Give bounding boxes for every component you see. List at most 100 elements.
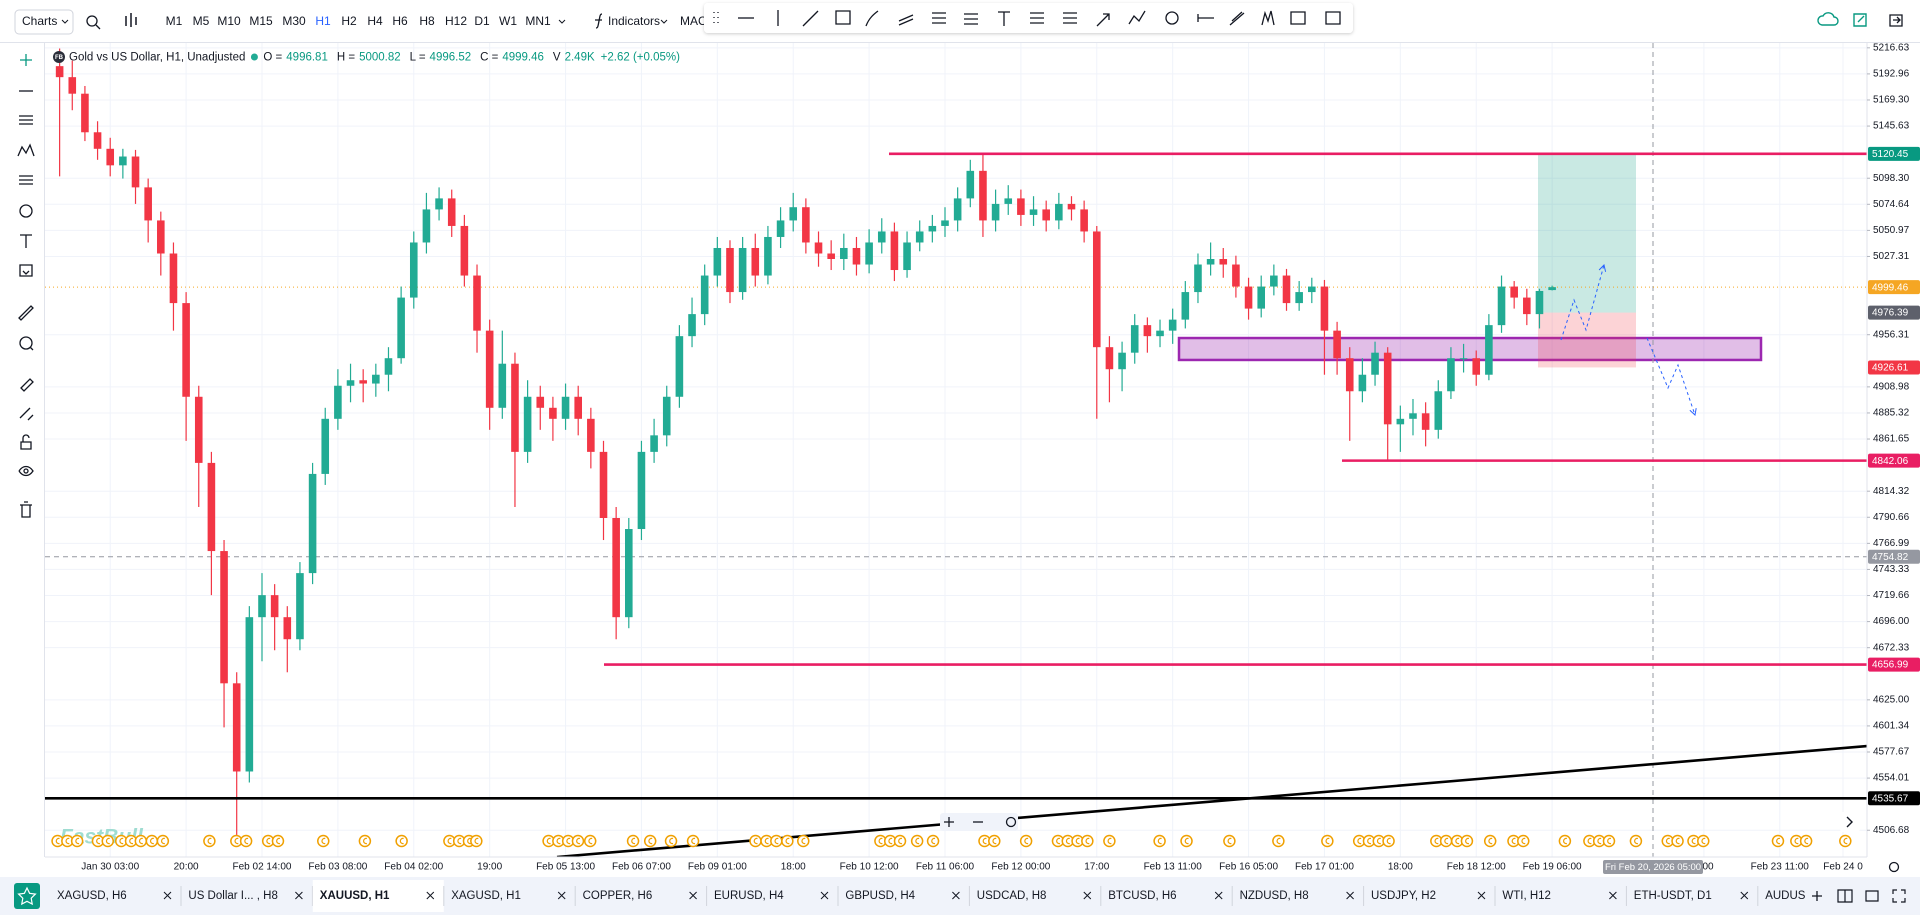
event-icon[interactable] (1799, 834, 1813, 848)
event-icon[interactable] (1839, 834, 1852, 848)
left-tool[interactable] (20, 434, 32, 450)
event-icon[interactable] (317, 834, 330, 848)
tab-close[interactable] (1740, 891, 1749, 900)
left-tool[interactable] (19, 115, 33, 125)
tab-label[interactable]: EURUSD, H4 (714, 890, 784, 902)
fullscreen-icon[interactable] (1892, 889, 1906, 903)
add-tab[interactable] (1812, 891, 1822, 901)
event-icon[interactable] (145, 834, 159, 848)
tab-close[interactable] (426, 891, 435, 900)
event-icon[interactable] (749, 834, 762, 848)
event-icon[interactable] (1671, 834, 1684, 848)
tab-label[interactable]: USDCAD, H8 (977, 890, 1047, 902)
toolbar-item-cut[interactable]: MAC (680, 14, 707, 28)
drawing-tool[interactable] (865, 10, 879, 27)
event-icon[interactable] (1103, 834, 1116, 848)
left-tool[interactable] (19, 264, 33, 277)
tab-label[interactable]: COPPER, H6 (583, 890, 653, 902)
event-icon[interactable] (910, 834, 924, 848)
event-icon[interactable] (686, 834, 700, 848)
left-tool[interactable] (19, 175, 33, 185)
timeframe-button[interactable]: M5 (193, 14, 210, 28)
tab-label[interactable]: XAUUSD, H1 (320, 890, 390, 902)
left-tool[interactable] (19, 336, 34, 351)
event-icon[interactable] (239, 834, 253, 848)
tab-close[interactable] (1083, 891, 1092, 900)
favorites-button[interactable] (14, 883, 40, 909)
event-icon[interactable] (271, 834, 285, 848)
tab-label[interactable]: ETH-USDT, D1 (1634, 890, 1712, 902)
timeframe-button[interactable]: M1 (166, 14, 183, 28)
drawing-tool[interactable] (1128, 10, 1146, 25)
drawing-tool[interactable] (1165, 11, 1179, 25)
event-icon[interactable] (395, 834, 408, 848)
timeframe-button[interactable]: H12 (445, 14, 467, 28)
snapshot-icon[interactable] (1853, 13, 1867, 27)
event-icon[interactable] (1629, 834, 1643, 848)
chart-menu-button[interactable] (14, 9, 74, 35)
exit-icon[interactable] (1889, 14, 1903, 27)
drawing-tool[interactable] (898, 14, 914, 26)
event-icon[interactable] (643, 834, 657, 848)
event-icon[interactable] (1019, 834, 1033, 848)
timeframe-button[interactable]: M10 (217, 14, 241, 28)
tab-close[interactable] (689, 891, 697, 900)
tab-close[interactable] (952, 891, 960, 900)
tab-label[interactable]: BTCUSD, H6 (1108, 890, 1176, 902)
tab-close[interactable] (295, 891, 303, 900)
event-icon[interactable] (571, 834, 585, 848)
drawing-tool[interactable] (1229, 11, 1245, 26)
event-icon[interactable] (358, 834, 372, 848)
left-tool[interactable] (20, 234, 32, 248)
layout-icon[interactable] (1837, 889, 1853, 903)
event-icon[interactable] (1460, 834, 1474, 848)
event-icon[interactable] (626, 834, 640, 848)
left-tool[interactable] (19, 407, 34, 421)
cloud-icon[interactable] (1817, 12, 1839, 26)
drawing-tool[interactable] (932, 12, 946, 24)
drawing-tool[interactable] (964, 13, 978, 25)
timeframe-button[interactable]: MN1 (525, 14, 551, 28)
timeframe-button[interactable]: M30 (282, 14, 306, 28)
event-icon[interactable] (70, 834, 84, 848)
event-icon[interactable] (203, 834, 216, 848)
window-icon[interactable] (1865, 890, 1879, 902)
drawing-tool[interactable] (835, 10, 851, 25)
drawing-tool[interactable] (998, 11, 1010, 26)
drawing-tool[interactable] (1261, 10, 1275, 26)
event-icon[interactable] (134, 834, 148, 848)
left-tool[interactable] (19, 204, 33, 218)
tab-close[interactable] (1214, 891, 1223, 900)
tab-close[interactable] (1477, 891, 1486, 900)
event-icon[interactable] (583, 834, 597, 848)
event-icon[interactable] (1697, 834, 1710, 848)
event-icon[interactable] (470, 834, 483, 848)
event-icon[interactable] (1321, 834, 1334, 848)
drawing-tool[interactable] (1325, 11, 1341, 25)
event-icon[interactable] (770, 834, 783, 848)
search-icon[interactable] (86, 15, 98, 27)
zoom-in[interactable] (944, 817, 954, 827)
timeframe-button[interactable]: H6 (392, 14, 408, 28)
event-icon[interactable] (797, 834, 810, 848)
left-tool[interactable] (20, 54, 32, 66)
timeframe-button[interactable]: H1 (315, 14, 331, 28)
left-tool[interactable] (17, 143, 35, 157)
tab-label[interactable]: XAGUSD, H1 (451, 890, 521, 902)
tab-close[interactable] (1346, 891, 1354, 900)
zoom-reset[interactable] (1005, 816, 1017, 828)
compare-icon[interactable] (125, 13, 137, 27)
tab-label[interactable]: GBPUSD, H4 (845, 890, 915, 902)
tab-label[interactable]: WTI, H12 (1502, 890, 1551, 902)
timeframe-button[interactable]: H2 (341, 14, 357, 28)
event-icon[interactable] (1382, 834, 1395, 848)
indicators-button[interactable]: Indicators (608, 14, 660, 28)
left-tool[interactable] (20, 378, 34, 392)
event-icon[interactable] (1483, 834, 1497, 848)
event-icon[interactable] (893, 834, 907, 848)
event-icon[interactable] (1081, 834, 1094, 848)
tab-label[interactable]: USDJPY, H2 (1371, 890, 1436, 902)
scroll-right[interactable] (1840, 812, 1860, 832)
timeframe-button[interactable]: M15 (249, 14, 273, 28)
drawing-tool[interactable] (713, 12, 719, 23)
